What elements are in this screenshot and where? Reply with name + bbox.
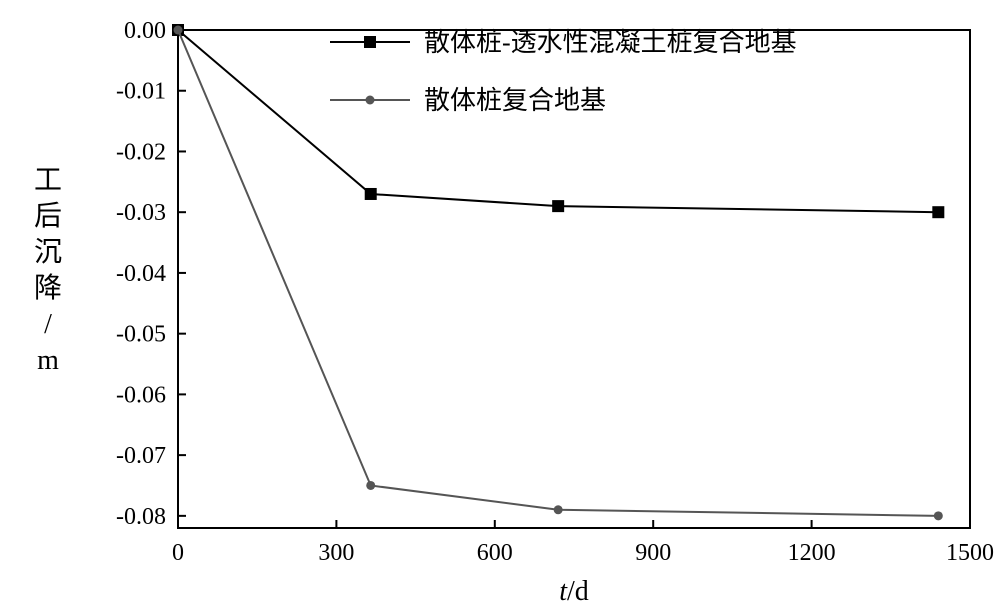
x-tick-label: 1500 [946, 540, 994, 566]
legend-sample-marker-0 [364, 36, 376, 48]
x-tick-label: 600 [477, 540, 513, 566]
y-tick-label: -0.02 [116, 139, 166, 165]
series-line-0 [178, 30, 938, 212]
x-axis-title: t/d [559, 576, 589, 607]
x-tick-label: 1200 [788, 540, 836, 566]
series-marker-1 [934, 511, 943, 520]
y-tick-label: -0.04 [116, 261, 166, 287]
x-tick-label: 0 [172, 540, 184, 566]
y-axis-title-char: 后 [34, 200, 62, 232]
series-marker-1 [366, 481, 375, 490]
series-marker-0 [552, 200, 564, 212]
y-tick-label: -0.06 [116, 382, 166, 408]
series-marker-1 [554, 505, 563, 514]
y-axis-title-char: / [44, 309, 52, 340]
y-axis-title-char: 工 [34, 165, 62, 196]
legend-sample-marker-1 [366, 96, 375, 105]
y-axis-title-char: 降 [34, 272, 62, 304]
series-marker-0 [365, 188, 377, 200]
series-marker-1 [174, 26, 183, 35]
y-axis-title-char: m [37, 345, 59, 376]
y-tick-label: -0.03 [116, 200, 166, 226]
settlement-chart: 0 300 600 900 1200 1500 0.00 -0.01 -0.02 -0.03 -0.… [0, 0, 1000, 612]
series-marker-0 [932, 206, 944, 218]
x-tick-label: 900 [635, 540, 671, 566]
y-tick-label: -0.08 [116, 504, 166, 530]
legend-label-0: 散体桩-透水性混凝土桩复合地基 [424, 28, 797, 57]
y-tick-label: -0.01 [116, 79, 166, 105]
y-tick-label: -0.05 [116, 322, 166, 348]
y-axis-title-char: 沉 [34, 236, 62, 268]
y-tick-label: -0.07 [116, 443, 166, 469]
y-tick-label: 0.00 [124, 18, 166, 44]
x-tick-label: 300 [318, 540, 354, 566]
chart-container: 0 300 600 900 1200 1500 0.00 -0.01 -0.02 -0.03 -0.… [0, 0, 1000, 612]
legend-label-1: 散体桩复合地基 [424, 86, 606, 115]
